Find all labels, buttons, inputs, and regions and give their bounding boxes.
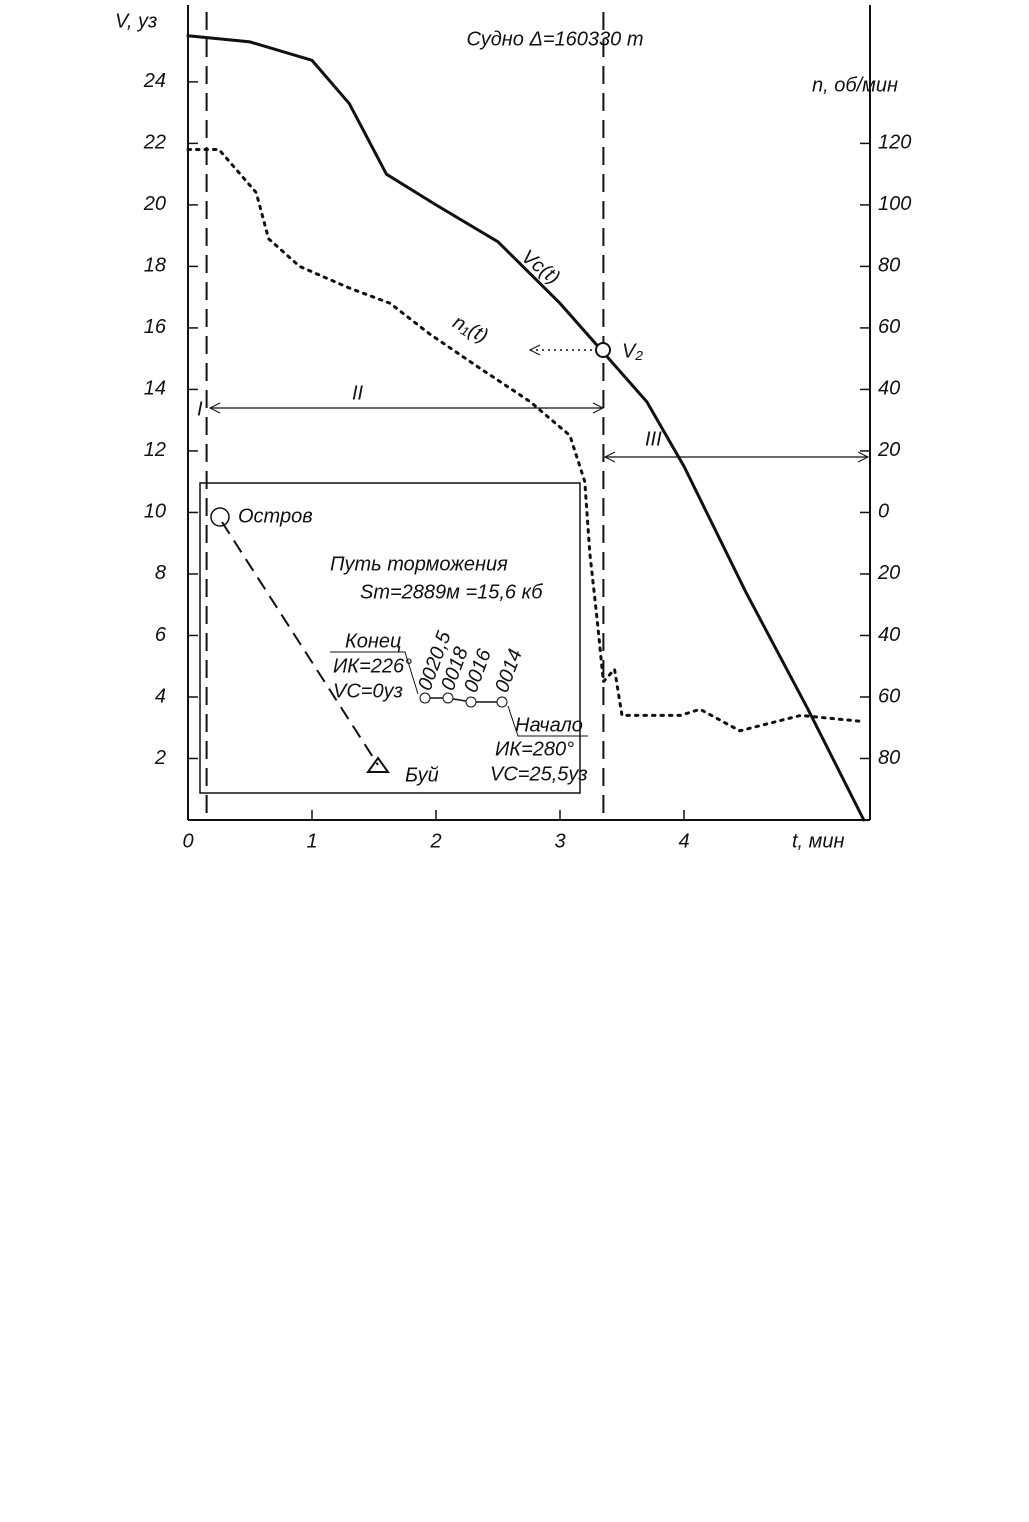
y2-axis-label: n, об/мин	[812, 74, 898, 96]
leader	[330, 651, 419, 695]
series-line	[186, 148, 866, 733]
island-icon	[210, 507, 230, 527]
chart-title: Судно Δ=160330 т	[466, 28, 643, 50]
inset-label: Путь торможения	[330, 553, 508, 575]
y-axis-label: V, уз	[115, 10, 157, 32]
buoy-icon	[366, 756, 390, 773]
inset-label: Sт=2889м =15,6 кб	[360, 581, 543, 603]
y2-tick-label: 0	[878, 501, 889, 523]
track	[425, 697, 502, 703]
y2-tick-label: 40	[878, 624, 900, 646]
regions	[208, 344, 870, 463]
inset-label: VC=0уз	[333, 680, 403, 702]
inset-label: ИК=280°	[495, 738, 574, 760]
y2-tick-label: 60	[878, 316, 900, 338]
y-tick-label: 4	[155, 685, 166, 707]
y-tick-label: 22	[143, 132, 166, 154]
x-tick-label: 3	[554, 830, 565, 852]
point-label: V₂	[622, 340, 643, 362]
inset-label: Остров	[238, 505, 313, 527]
track	[221, 521, 379, 766]
y2-tick-label: 40	[878, 378, 900, 400]
y-tick-label: 14	[144, 378, 166, 400]
y2-tick-label: 120	[878, 132, 911, 154]
inset-label: Конец	[345, 630, 401, 652]
fix	[496, 696, 508, 708]
inset-drawing	[210, 507, 588, 773]
y2-tick-label: 20	[877, 562, 900, 584]
inset-label: Буй	[405, 764, 439, 786]
leader	[507, 705, 588, 737]
y-tick-label: 24	[143, 70, 166, 92]
inset-label: VC=25,5уз	[490, 763, 588, 785]
y-tick-label: 16	[144, 316, 167, 338]
x-axis-label: t, мин	[792, 830, 845, 852]
series-label: n₁(t)	[449, 311, 491, 347]
point-marker	[595, 342, 611, 358]
y-tick-label: 6	[155, 624, 167, 646]
y2-tick-label: 80	[878, 255, 900, 277]
y-tick-label: 12	[144, 439, 166, 461]
inset-label: ИК=226°	[333, 655, 412, 677]
fix	[442, 692, 454, 704]
x-tick-label: 0	[182, 830, 193, 852]
y2-tick-label: 60	[878, 685, 900, 707]
y-tick-label: 8	[155, 562, 166, 584]
x-tick-label: 2	[429, 830, 441, 852]
arrow-head	[528, 344, 541, 356]
y-tick-label: 18	[144, 255, 166, 277]
arrow-head	[603, 451, 870, 463]
x-tick-label: 4	[678, 830, 689, 852]
fix	[465, 696, 477, 708]
y-tick-label: 2	[154, 747, 166, 769]
y2-tick-label: 100	[878, 193, 911, 215]
region-label: I	[197, 398, 203, 420]
y2-tick-label: 20	[877, 439, 900, 461]
y-tick-label: 10	[144, 501, 166, 523]
y2-tick-label: 80	[878, 747, 900, 769]
region-label: III	[645, 428, 662, 450]
x-tick-label: 1	[306, 830, 317, 852]
fix	[419, 692, 431, 704]
region-label: II	[352, 382, 364, 404]
inset-label: Начало	[515, 714, 583, 736]
y-tick-label: 20	[143, 193, 166, 215]
series-line	[186, 34, 866, 822]
inset-box	[199, 482, 581, 794]
